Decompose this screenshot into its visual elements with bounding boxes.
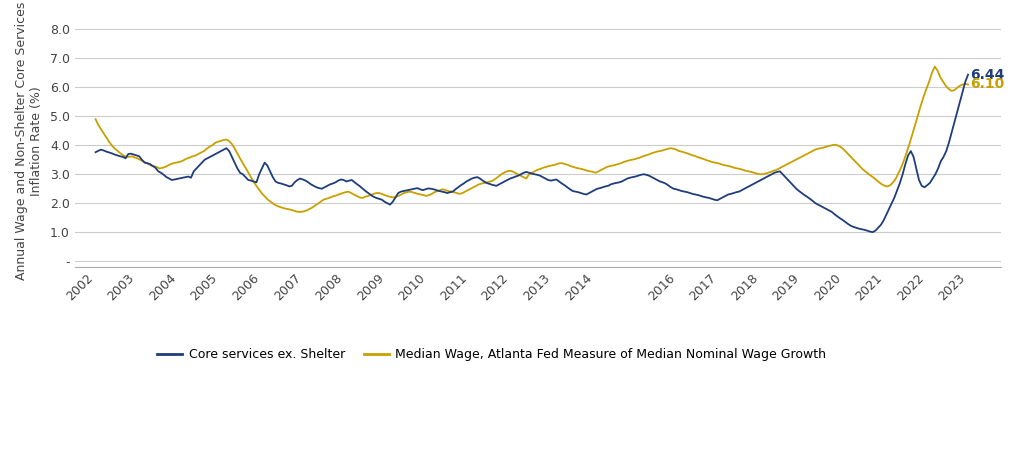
Y-axis label: Annual Wage and Non-Shelter Core Services
Inflation Rate (%): Annual Wage and Non-Shelter Core Service… [15, 2, 43, 280]
Text: 6.44: 6.44 [970, 67, 1005, 82]
Text: 6.10: 6.10 [970, 78, 1005, 91]
Legend: Core services ex. Shelter, Median Wage, Atlanta Fed Measure of Median Nominal Wa: Core services ex. Shelter, Median Wage, … [153, 343, 831, 366]
